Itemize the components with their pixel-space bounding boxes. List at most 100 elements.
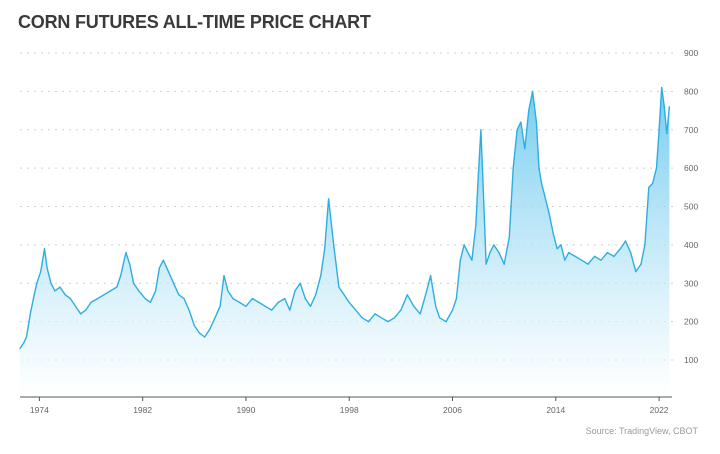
data-point — [477, 175, 479, 177]
data-point — [455, 298, 457, 300]
data-point — [400, 309, 402, 311]
data-point — [188, 309, 190, 311]
data-point — [516, 129, 518, 131]
data-point — [40, 271, 42, 273]
data-point — [29, 313, 31, 315]
data-point — [125, 252, 127, 254]
data-point — [343, 294, 345, 296]
data-point — [475, 225, 477, 227]
x-tick-label: 1998 — [340, 405, 359, 415]
data-point — [33, 294, 35, 296]
data-point — [393, 317, 395, 319]
data-point — [548, 213, 550, 215]
x-tick-label: 1990 — [236, 405, 255, 415]
data-point — [503, 263, 505, 265]
data-point — [668, 106, 671, 108]
data-point — [133, 282, 135, 284]
data-point — [485, 263, 487, 265]
data-point — [284, 298, 286, 300]
data-point — [538, 167, 540, 169]
data-point — [666, 133, 668, 135]
data-point — [193, 324, 195, 327]
data-point — [413, 305, 415, 307]
data-point — [658, 129, 660, 131]
data-point — [574, 255, 576, 257]
data-point — [581, 259, 583, 261]
data-point — [36, 282, 38, 284]
data-point — [80, 313, 82, 315]
data-point — [138, 290, 140, 292]
data-point — [459, 259, 461, 261]
y-tick-label: 700 — [684, 125, 698, 135]
y-tick-label: 500 — [684, 202, 698, 212]
data-point — [204, 336, 206, 338]
data-point — [338, 286, 340, 288]
data-point — [380, 317, 383, 319]
x-tick-label: 1982 — [133, 405, 152, 415]
data-point — [426, 290, 428, 292]
data-point — [43, 248, 46, 250]
data-point — [294, 290, 296, 292]
data-point — [245, 305, 247, 307]
data-point — [109, 290, 111, 292]
data-point — [520, 121, 522, 123]
data-point — [541, 182, 543, 185]
data-point — [90, 301, 92, 303]
data-point — [144, 298, 146, 300]
data-point — [640, 263, 642, 265]
data-point — [223, 275, 225, 277]
data-point — [324, 248, 326, 250]
data-point — [361, 317, 363, 319]
data-area — [19, 86, 671, 396]
data-point — [552, 232, 554, 234]
data-point — [69, 298, 71, 300]
data-point — [630, 252, 632, 254]
data-point — [167, 271, 170, 273]
data-point — [23, 342, 25, 344]
data-point — [568, 252, 570, 254]
data-point — [304, 298, 306, 300]
data-point — [655, 167, 658, 169]
data-point — [219, 305, 221, 307]
source-note: Source: TradingView, CBOT — [585, 426, 698, 436]
data-point — [463, 244, 465, 246]
data-point — [661, 86, 663, 89]
data-point — [467, 252, 469, 254]
data-point — [173, 282, 175, 284]
data-point — [103, 294, 105, 296]
data-point — [528, 110, 530, 112]
data-point — [600, 259, 602, 261]
data-point — [258, 301, 260, 303]
data-point — [158, 267, 160, 269]
data-point — [493, 244, 495, 246]
data-point — [606, 252, 609, 254]
data-point — [162, 259, 164, 261]
data-point — [648, 186, 650, 188]
data-point — [480, 129, 482, 131]
data-point — [587, 263, 589, 265]
data-point — [320, 275, 322, 277]
data-point — [663, 106, 665, 108]
data-point — [25, 336, 28, 338]
page-title: CORN FUTURES ALL-TIME PRICE CHART — [18, 12, 371, 32]
data-point — [635, 271, 637, 273]
data-point — [374, 313, 376, 315]
data-point — [178, 294, 180, 296]
data-point — [271, 309, 273, 311]
price-series-line — [19, 86, 671, 349]
data-point — [524, 148, 526, 150]
data-point — [46, 267, 48, 269]
y-tick-labels: 100 200 300 400 500 600 700 800 900 — [684, 48, 698, 365]
data-point — [512, 167, 514, 169]
data-point — [619, 248, 622, 250]
y-tick-label: 600 — [684, 163, 698, 173]
data-point — [96, 298, 99, 300]
data-point — [652, 182, 654, 185]
data-point — [59, 286, 61, 288]
data-point — [238, 301, 241, 303]
data-point — [489, 252, 491, 254]
price-area-fill — [20, 87, 670, 396]
data-point — [315, 294, 317, 296]
x-tick-label: 2022 — [650, 405, 669, 415]
